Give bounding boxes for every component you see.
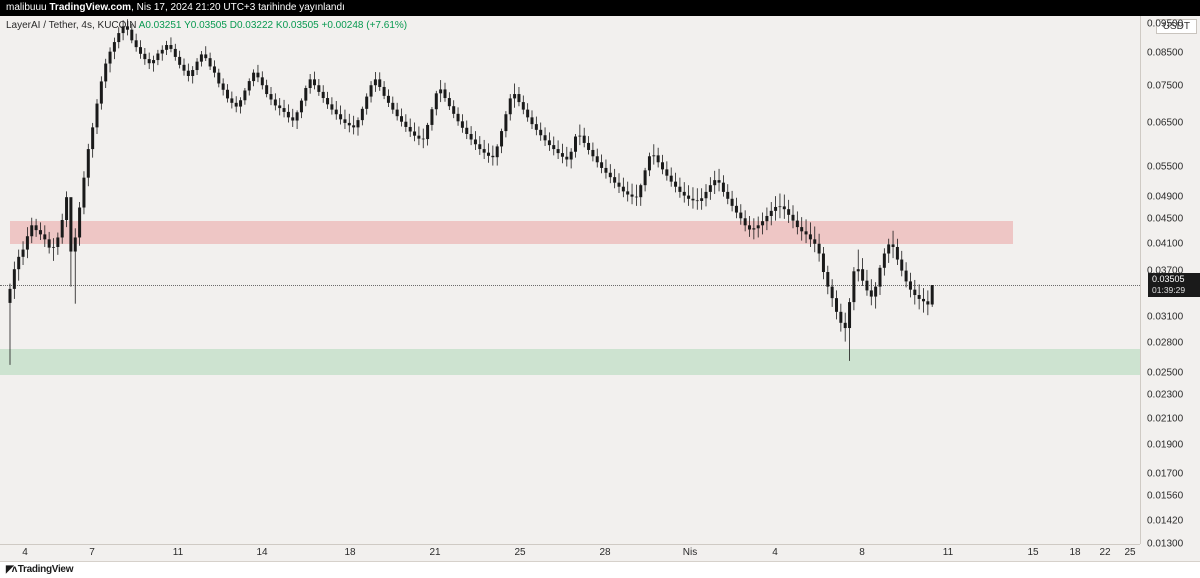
x-tick: 4 — [772, 547, 778, 558]
x-tick: 22 — [1099, 547, 1110, 558]
x-tick: Nis — [683, 547, 697, 558]
publish-rest: , Nis 17, 2024 21:20 UTC+3 tarihinde yay… — [131, 2, 345, 13]
y-tick: 0.04100 — [1147, 238, 1183, 249]
y-tick: 0.02100 — [1147, 413, 1183, 424]
y-tick: 0.01300 — [1147, 539, 1183, 550]
y-tick: 0.04900 — [1147, 192, 1183, 203]
x-tick: 4 — [22, 547, 28, 558]
username: malibuuu — [6, 2, 47, 13]
x-tick: 11 — [173, 547, 183, 558]
x-tick: 28 — [599, 547, 610, 558]
x-axis[interactable]: 4 7 11 14 18 21 25 28 Nis 4 8 11 15 18 22 25 — [0, 544, 1140, 560]
x-tick: 25 — [514, 547, 525, 558]
publish-header: malibuuu TradingView.com, Nis 17, 2024 2… — [0, 0, 1200, 16]
x-tick: 8 — [859, 547, 865, 558]
y-tick: 0.05500 — [1147, 161, 1183, 172]
bar-countdown: 01:39:29 — [1152, 285, 1196, 296]
y-tick: 0.01560 — [1147, 491, 1183, 502]
y-axis[interactable]: USDT 0.03505 01:39:29 0.095000.085000.07… — [1140, 16, 1200, 544]
y-tick: 0.02300 — [1147, 389, 1183, 400]
y-tick: 0.03100 — [1147, 311, 1183, 322]
footer-bar: ◤ᴧ TradingView — [0, 561, 1200, 577]
x-tick: 14 — [256, 547, 267, 558]
tradingview-logo: ◤ᴧ TradingView — [6, 564, 73, 575]
y-tick: 0.01420 — [1147, 515, 1183, 526]
x-tick: 21 — [429, 547, 440, 558]
y-tick: 0.01700 — [1147, 468, 1183, 479]
price-plot[interactable]: LayerAI / Tether, 4s, KUCOIN A0.03251 Y0… — [0, 16, 1140, 544]
y-tick: 0.04500 — [1147, 214, 1183, 225]
x-tick: 18 — [1069, 547, 1080, 558]
y-tick: 0.09500 — [1147, 19, 1183, 30]
chart-container: LayerAI / Tether, 4s, KUCOIN A0.03251 Y0… — [0, 16, 1200, 561]
last-price-tag: 0.03505 01:39:29 — [1148, 273, 1200, 297]
x-tick: 25 — [1124, 547, 1135, 558]
y-tick: 0.02800 — [1147, 338, 1183, 349]
candlestick-canvas — [0, 16, 1140, 544]
x-tick: 15 — [1027, 547, 1038, 558]
y-tick: 0.03700 — [1147, 265, 1183, 276]
x-tick: 11 — [943, 547, 953, 558]
x-tick: 18 — [344, 547, 355, 558]
y-tick: 0.02500 — [1147, 368, 1183, 379]
site-name: TradingView.com — [49, 2, 131, 13]
y-tick: 0.06500 — [1147, 118, 1183, 129]
y-tick: 0.08500 — [1147, 48, 1183, 59]
x-tick: 7 — [89, 547, 95, 558]
y-tick: 0.07500 — [1147, 80, 1183, 91]
y-tick: 0.01900 — [1147, 439, 1183, 450]
